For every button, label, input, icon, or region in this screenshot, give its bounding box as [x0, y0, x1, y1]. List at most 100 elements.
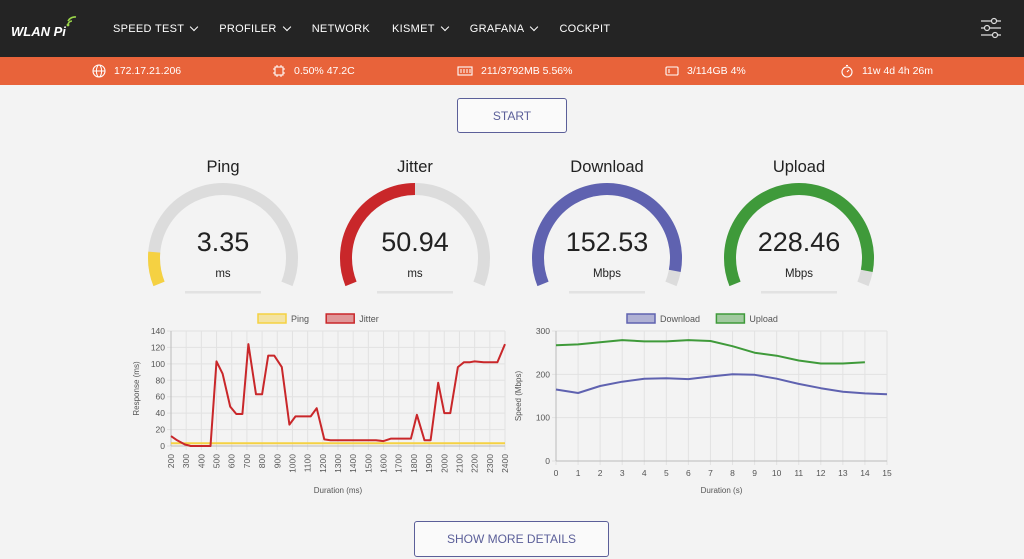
nav-item-grafana[interactable]: GRAFANA	[469, 22, 539, 35]
uptime: 11w 4d 4h 26m	[862, 65, 934, 77]
disk-status: 3/114GB 4%	[665, 57, 746, 85]
nav-item-speed-test[interactable]: SPEED TEST	[113, 22, 199, 35]
legend-label-ping: Ping	[291, 314, 309, 324]
x-tick-label: 1100	[303, 454, 313, 473]
chevron-down-icon	[530, 22, 539, 31]
legend-label-download: Download	[660, 314, 700, 324]
main-nav: SPEED TEST PROFILER NETWORK KISMET GRAFANA CO…	[113, 0, 632, 57]
y-tick-label: 0	[545, 456, 550, 466]
x-tick-label: 1600	[379, 454, 389, 473]
uptime-status: 11w 4d 4h 26m	[840, 57, 933, 85]
status-bar: 172.17.21.206 0.50% 47.2C 211/3792MB 5.5…	[0, 57, 1024, 85]
download-gauge-title: Download	[570, 158, 644, 176]
upload-gauge-arc	[724, 183, 874, 294]
x-tick-label: 700	[242, 454, 252, 468]
latency-chart: 0 20 40 60 80 100 120 140 200 300 400 500 600 700 800 9…	[132, 313, 510, 495]
ping-gauge-arc	[148, 183, 298, 294]
x-tick-label: 1200	[318, 454, 328, 473]
ip-address: 172.17.21.206	[114, 65, 182, 77]
nav-item-label: SPEED TEST	[113, 22, 185, 35]
x-tick-label: 1000	[287, 454, 297, 473]
x-tick-label: 2	[598, 468, 603, 478]
gauge-baseline	[761, 291, 837, 294]
gauge-fill	[532, 183, 682, 287]
nav-item-kismet[interactable]: KISMET	[392, 22, 450, 35]
x-tick-label: 1	[576, 468, 581, 478]
x-tick-label: 9	[752, 468, 757, 478]
series-line-jitter	[170, 343, 506, 447]
x-tick-label: 0	[554, 468, 559, 478]
start-button[interactable]: START	[457, 98, 567, 133]
upload-unit: Mbps	[784, 268, 814, 280]
x-tick-label: 900	[272, 454, 282, 468]
top-navbar: WLAN Pi SPEED TEST PROFILER NETWORK KISMET G…	[0, 0, 1024, 57]
x-tick-label: 1900	[424, 454, 434, 473]
jitter-gauge: Jitter 50.94 ms	[335, 155, 495, 300]
download-gauge-arc	[532, 183, 682, 294]
ping-unit: ms	[215, 268, 231, 280]
globe-icon	[92, 64, 106, 78]
nav-item-label: GRAFANA	[469, 22, 525, 35]
x-tick-label: 15	[882, 468, 892, 478]
y-axis-title: Response (ms)	[132, 361, 141, 416]
x-tick-label: 600	[227, 454, 237, 468]
cpu-chip-icon	[273, 65, 285, 77]
legend-swatch-jitter	[325, 313, 355, 324]
disk-usage: 3/114GB 4%	[687, 65, 746, 77]
y-tick-label: 20	[156, 425, 166, 435]
memory-usage: 211/3792MB 5.56%	[481, 65, 573, 77]
y-tick-label: 200	[536, 369, 550, 379]
nav-item-profiler[interactable]: PROFILER	[219, 22, 291, 35]
series-line-download	[555, 373, 888, 396]
nav-item-cockpit[interactable]: COCKPIT	[559, 23, 610, 35]
download-gauge: Download 152.53 Mbps	[527, 155, 687, 300]
upload-gauge-title: Upload	[772, 158, 826, 176]
upload-value: 228.46	[757, 227, 841, 257]
jitter-gauge-arc	[340, 183, 490, 294]
wlanpi-logo[interactable]: WLAN Pi	[10, 16, 82, 42]
memory-icon	[457, 66, 473, 76]
show-more-details-button[interactable]: SHOW MORE DETAILS	[414, 521, 609, 557]
y-axis-title: Speed (Mbps)	[514, 371, 523, 422]
nav-item-label: COCKPIT	[559, 22, 611, 35]
jitter-unit: ms	[407, 268, 423, 280]
x-tick-label: 4	[642, 468, 647, 478]
stopwatch-icon	[841, 64, 853, 78]
x-tick-label: 5	[664, 468, 669, 478]
chevron-down-icon	[440, 22, 450, 31]
x-tick-label: 1400	[348, 454, 358, 473]
y-tick-label: 140	[151, 326, 165, 336]
x-tick-label: 11	[794, 468, 803, 478]
gauge-fill	[724, 183, 874, 287]
y-tick-label: 300	[536, 326, 550, 336]
chevron-down-icon	[282, 22, 291, 31]
x-axis-title: Duration (s)	[701, 486, 743, 495]
x-tick-label: 1500	[363, 454, 373, 473]
x-tick-label: 2100	[454, 454, 464, 473]
y-tick-label: 0	[160, 441, 165, 451]
x-tick-label: 2300	[485, 454, 495, 473]
x-axis-title: Duration (ms)	[314, 486, 363, 495]
y-tick-label: 120	[151, 342, 165, 352]
memory-status: 211/3792MB 5.56%	[457, 57, 572, 85]
nav-item-label: PROFILER	[219, 22, 277, 35]
ping-gauge-title: Ping	[206, 158, 240, 176]
y-tick-label: 40	[156, 408, 166, 418]
x-tick-label: 1800	[409, 454, 419, 473]
legend-label-upload: Upload	[749, 314, 778, 324]
x-tick-label: 1300	[333, 454, 343, 473]
x-tick-label: 14	[860, 468, 870, 478]
cpu-status: 0.50% 47.2C	[272, 57, 355, 85]
jitter-gauge-title: Jitter	[397, 158, 433, 176]
x-tick-label: 200	[166, 454, 176, 468]
x-tick-label: 2200	[470, 454, 480, 473]
cpu-usage: 0.50% 47.2C	[294, 65, 355, 77]
settings-sliders-icon[interactable]	[980, 17, 1002, 39]
nav-item-network[interactable]: NETWORK	[312, 23, 370, 35]
upload-gauge: Upload 228.46 Mbps	[719, 155, 879, 300]
disk-icon	[665, 66, 679, 76]
y-tick-label: 80	[156, 375, 166, 385]
x-tick-label: 2400	[500, 454, 510, 473]
x-tick-label: 3	[620, 468, 625, 478]
